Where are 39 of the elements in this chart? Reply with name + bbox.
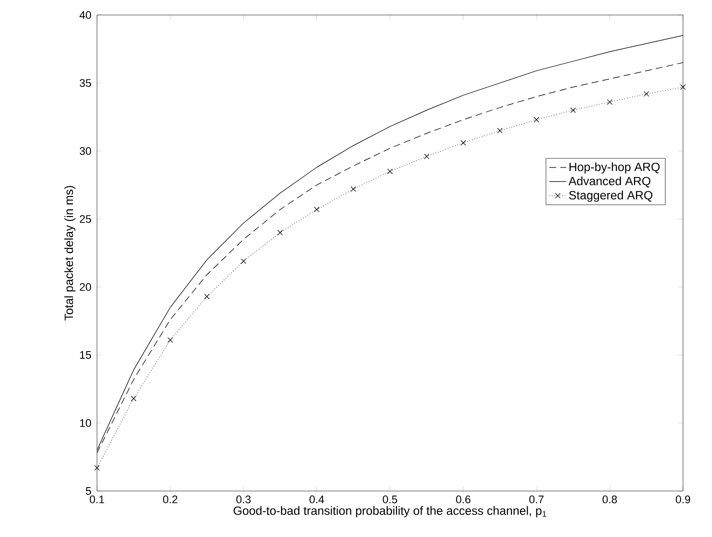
point — [94, 465, 100, 471]
point — [644, 91, 650, 97]
y-tick-label: 40 — [80, 11, 92, 19]
point — [606, 99, 613, 105]
y-tick-label: 10 — [80, 419, 92, 427]
x-tick-label: 0.9 — [676, 496, 690, 504]
x-tick-label: 0.5 — [382, 496, 398, 504]
y-tick-label: 5 — [86, 487, 92, 495]
legend-label: Staggered ARQ — [569, 190, 652, 202]
x-tick-label: 0.1 — [90, 496, 104, 504]
x-tick-label: 0.7 — [529, 496, 544, 504]
legend-label: Advanced ARQ — [568, 176, 650, 188]
point — [424, 154, 430, 160]
y-tick-label: 20 — [80, 283, 92, 291]
point — [680, 84, 686, 90]
y-tick-label: 25 — [80, 215, 92, 223]
point — [167, 337, 174, 343]
point — [387, 168, 393, 174]
x-tick-label: 0.8 — [602, 496, 617, 504]
point — [204, 294, 210, 300]
point — [130, 396, 136, 402]
point — [570, 107, 576, 113]
point — [497, 128, 503, 134]
point — [240, 258, 246, 264]
x-tick-label: 0.2 — [163, 496, 178, 504]
point — [350, 186, 356, 192]
y-tick-label: 35 — [80, 79, 92, 87]
legend-label: Hop-by-hop ARQ — [570, 162, 660, 174]
point — [460, 140, 466, 146]
point — [534, 116, 540, 122]
point — [277, 230, 283, 236]
y-tick-label: 15 — [80, 351, 92, 359]
x-tick-label: 0.3 — [236, 496, 251, 504]
point — [314, 206, 320, 212]
x-tick-label: 0.6 — [456, 496, 470, 504]
y-axis-title: Total packet delay (in ms) — [64, 186, 76, 321]
x-axis-title: Good-to-bad transition probability of the access channel, p$_{1}$ — [234, 506, 546, 518]
x-tick-label: 0.4 — [310, 496, 324, 504]
y-tick-label: 30 — [80, 147, 92, 155]
